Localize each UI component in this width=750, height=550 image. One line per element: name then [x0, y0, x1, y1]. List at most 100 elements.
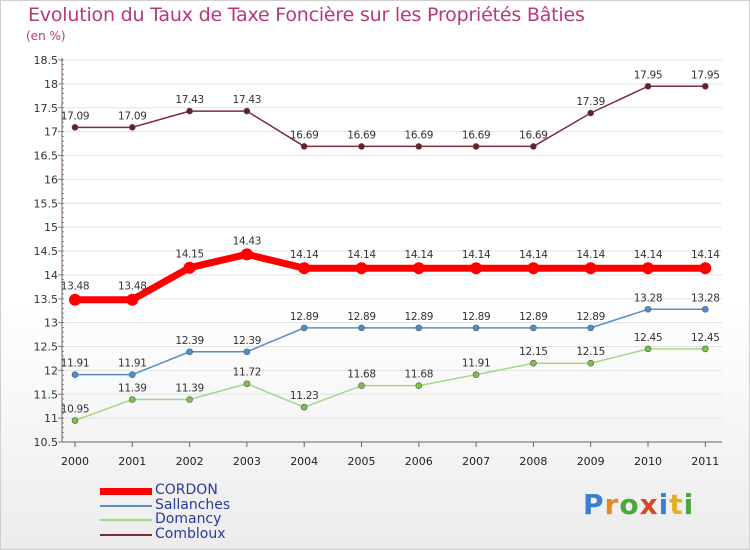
y-tick-label: 10.5: [34, 436, 59, 449]
data-label-domancy: 11.68: [405, 369, 434, 381]
x-tick-label: 2002: [176, 455, 204, 468]
data-label-domancy: 11.39: [118, 383, 147, 395]
x-tick-label: 2007: [462, 455, 490, 468]
data-label-combloux: 17.09: [61, 110, 90, 122]
data-label-domancy: 11.39: [175, 383, 204, 395]
data-point-combloux: [530, 143, 537, 150]
data-point-cordon: [69, 293, 81, 306]
data-point-combloux: [129, 124, 136, 131]
y-tick-label: 17.5: [34, 102, 59, 115]
data-label-sallanches: 12.89: [462, 311, 491, 323]
data-label-combloux: 17.95: [691, 69, 720, 81]
data-point-cordon: [470, 262, 483, 275]
logo-letter: r: [604, 488, 620, 521]
data-point-sallanches: [186, 348, 193, 356]
series-line-cordon: [71, 250, 709, 304]
y-tick-label: 16.5: [34, 150, 59, 163]
y-tick-label: 13.5: [34, 293, 59, 306]
legend-swatch-sallanches: [100, 504, 152, 507]
legend-item-combloux[interactable]: Combloux: [100, 525, 300, 543]
data-point-sallanches: [472, 324, 480, 332]
data-point-cordon: [298, 262, 311, 275]
legend-label-cordon: CORDON: [155, 482, 218, 498]
y-tick-label: 13: [44, 317, 58, 330]
data-point-sallanches: [415, 324, 423, 332]
data-label-sallanches: 12.89: [519, 311, 548, 323]
y-tick-label: 11: [44, 412, 58, 425]
data-label-domancy: 10.95: [61, 404, 90, 416]
data-label-domancy: 12.45: [634, 332, 663, 344]
data-point-domancy: [243, 380, 251, 388]
data-point-domancy: [129, 396, 136, 403]
data-label-cordon: 14.14: [290, 249, 319, 261]
data-point-combloux: [186, 107, 193, 115]
data-label-combloux: 16.69: [405, 129, 434, 141]
x-tick-label: 2004: [290, 455, 318, 468]
data-label-cordon: 14.14: [405, 249, 434, 261]
y-tick-label: 15: [44, 221, 58, 234]
x-tick-label: 2000: [61, 455, 89, 468]
legend: CORDON Sallanches Domancy Combloux: [100, 482, 300, 543]
data-point-combloux: [243, 107, 251, 115]
data-point-domancy: [358, 382, 365, 389]
series-line-combloux: [74, 85, 707, 148]
legend-swatch-cordon: [100, 487, 152, 495]
data-label-combloux: 17.43: [233, 94, 262, 106]
data-point-cordon: [642, 262, 654, 275]
x-tick-label: 2001: [118, 455, 146, 468]
x-tick-label: 2011: [691, 455, 719, 468]
data-label-cordon: 14.14: [691, 249, 720, 261]
data-point-sallanches: [587, 324, 595, 332]
data-point-combloux: [358, 143, 365, 150]
data-label-cordon: 14.43: [233, 235, 262, 247]
data-label-cordon: 14.14: [462, 249, 491, 261]
data-point-cordon: [699, 262, 712, 275]
logo-letter: i: [683, 488, 695, 521]
data-label-combloux: 16.69: [519, 129, 548, 141]
proxiti-logo: Proxiti: [583, 488, 694, 521]
x-tick-label: 2008: [519, 455, 547, 468]
legend-label-combloux: Combloux: [155, 525, 226, 542]
data-label-domancy: 11.68: [347, 369, 376, 381]
data-label-cordon: 13.48: [61, 281, 90, 293]
data-label-sallanches: 11.91: [61, 358, 90, 370]
data-label-sallanches: 13.28: [634, 292, 663, 304]
y-tick-label: 14.5: [34, 245, 59, 258]
x-tick-label: 2010: [634, 455, 662, 468]
data-label-domancy: 12.15: [519, 346, 548, 358]
y-tick-label: 16: [44, 173, 58, 186]
legend-item-cordon[interactable]: CORDON: [100, 482, 300, 499]
data-label-sallanches: 12.89: [405, 311, 434, 323]
y-tick-label: 15.5: [34, 197, 59, 210]
data-label-cordon: 14.15: [175, 249, 204, 261]
data-label-combloux: 16.69: [290, 129, 319, 141]
data-label-sallanches: 12.89: [576, 311, 605, 323]
data-point-domancy: [587, 359, 595, 367]
data-label-sallanches: 12.89: [290, 311, 319, 323]
data-label-cordon: 14.14: [347, 249, 376, 261]
data-point-domancy: [701, 345, 709, 353]
y-tick-label: 11.5: [34, 388, 59, 401]
data-point-combloux: [71, 124, 79, 131]
data-point-domancy: [300, 403, 308, 411]
y-tick-label: 12.5: [34, 341, 59, 354]
data-point-sallanches: [701, 305, 709, 313]
data-label-combloux: 17.39: [576, 96, 605, 108]
data-label-domancy: 11.72: [233, 367, 262, 379]
legend-item-domancy[interactable]: Domancy: [100, 511, 300, 528]
x-tick-label: 2003: [233, 455, 261, 468]
logo-letter: o: [619, 488, 640, 521]
chart-subtitle: (en %): [26, 29, 66, 43]
legend-swatch-domancy: [100, 519, 152, 522]
y-tick-label: 17: [44, 126, 58, 139]
data-label-sallanches: 12.89: [347, 311, 376, 323]
data-point-domancy: [71, 417, 79, 424]
data-label-combloux: 16.69: [347, 129, 376, 141]
legend-item-sallanches[interactable]: Sallanches: [100, 497, 300, 514]
data-label-domancy: 12.45: [691, 332, 720, 344]
data-point-combloux: [701, 82, 709, 90]
x-tick-label: 2009: [577, 455, 605, 468]
data-label-sallanches: 13.28: [691, 292, 720, 304]
data-label-combloux: 17.95: [634, 69, 663, 81]
